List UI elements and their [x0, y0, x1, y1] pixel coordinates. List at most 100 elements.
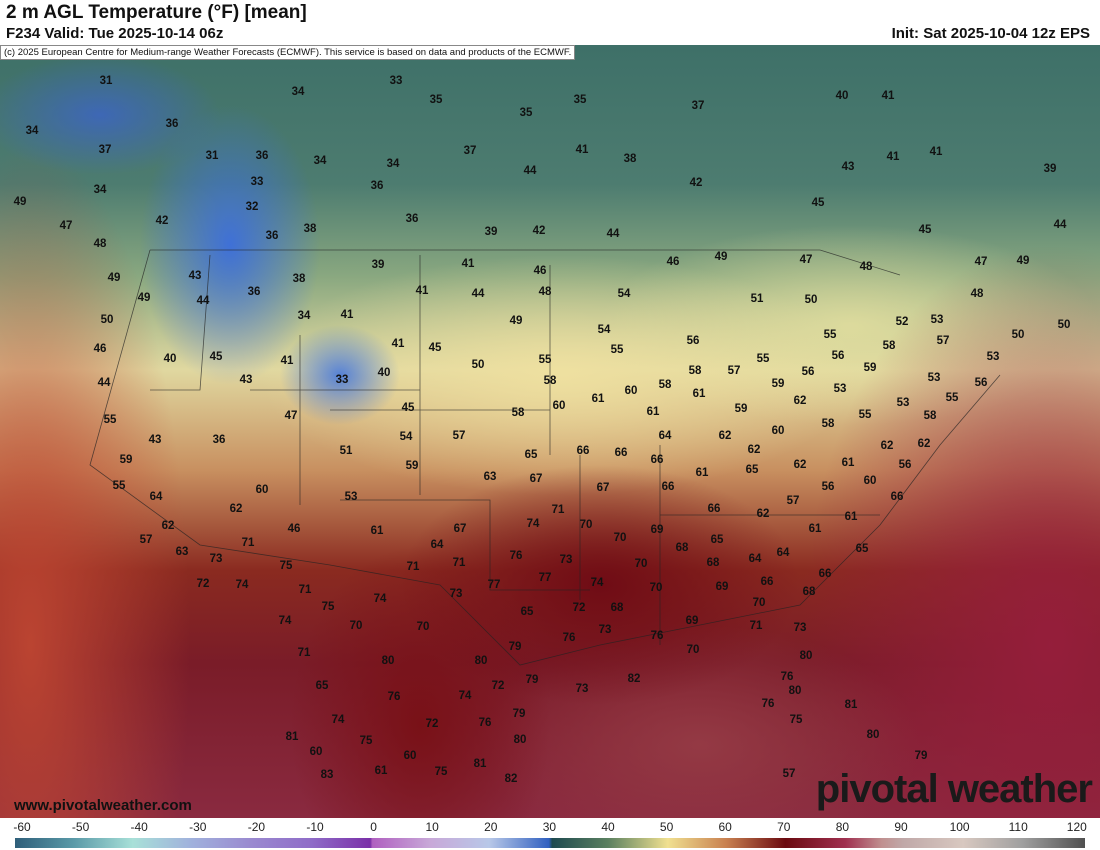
temperature-label: 56 [898, 459, 912, 471]
temperature-label: 58 [658, 379, 672, 391]
temperature-label: 75 [789, 714, 803, 726]
temperature-label: 39 [484, 226, 498, 238]
temperature-label: 56 [801, 366, 815, 378]
colorbar-tick-label: -40 [130, 820, 148, 834]
temperature-label: 49 [137, 292, 151, 304]
temperature-label: 73 [209, 553, 223, 565]
temperature-label: 59 [771, 378, 785, 390]
temperature-label: 54 [597, 324, 611, 336]
temperature-label: 65 [855, 543, 869, 555]
temperature-label: 60 [624, 385, 638, 397]
temperature-label: 80 [513, 734, 527, 746]
temperature-label: 80 [474, 655, 488, 667]
temperature-label: 72 [425, 718, 439, 730]
temperature-label: 41 [280, 355, 294, 367]
temperature-label: 79 [525, 674, 539, 686]
temperature-label: 68 [675, 542, 689, 554]
temperature-label: 61 [692, 388, 706, 400]
temperature-label: 63 [483, 471, 497, 483]
temperature-label: 50 [100, 314, 114, 326]
temperature-label: 79 [914, 750, 928, 762]
temperature-label: 54 [617, 288, 631, 300]
colorbar-tick-label: 40 [601, 820, 615, 834]
temperature-label: 80 [866, 729, 880, 741]
temperature-label: 40 [163, 353, 177, 365]
temperature-label: 41 [929, 146, 943, 158]
temperature-label: 66 [576, 445, 590, 457]
colorbar-tick-label: 120 [1066, 820, 1087, 834]
temperature-label: 67 [529, 473, 543, 485]
temperature-label: 34 [386, 158, 400, 170]
temperature-label: 37 [98, 144, 112, 156]
temperature-label: 70 [579, 519, 593, 531]
temperature-label: 70 [613, 532, 627, 544]
temperature-label: 58 [511, 407, 525, 419]
temperature-label: 59 [405, 460, 419, 472]
temperature-label: 53 [833, 383, 847, 395]
temperature-label: 58 [821, 418, 835, 430]
temperature-label: 72 [196, 578, 210, 590]
temperature-label: 66 [707, 503, 721, 515]
temperature-label: 64 [776, 547, 790, 559]
temperature-label: 70 [649, 582, 663, 594]
temperature-label: 68 [802, 586, 816, 598]
temperature-label: 70 [416, 621, 430, 633]
colorbar-tick-label: -30 [189, 820, 207, 834]
temperature-label: 43 [841, 161, 855, 173]
temperature-label: 61 [370, 525, 384, 537]
temperature-label: 57 [782, 768, 796, 780]
temperature-label: 59 [734, 403, 748, 415]
temperature-label: 66 [614, 447, 628, 459]
temperature-label: 73 [793, 622, 807, 634]
temperature-label: 76 [478, 717, 492, 729]
temperature-label: 44 [471, 288, 485, 300]
colorbar-tick-label: -50 [71, 820, 90, 834]
temperature-label: 66 [661, 481, 675, 493]
temperature-label: 70 [349, 620, 363, 632]
temperature-label: 69 [715, 581, 729, 593]
temperature-label: 47 [974, 256, 988, 268]
temperature-label: 57 [727, 365, 741, 377]
temperature-label: 41 [415, 285, 429, 297]
temperature-label: 64 [430, 539, 444, 551]
temperature-label: 48 [859, 261, 873, 273]
boundary-lines [89, 249, 1001, 666]
temperature-label: 74 [590, 577, 604, 589]
temperature-label: 41 [391, 338, 405, 350]
temperature-label: 55 [103, 414, 117, 426]
temperature-label: 44 [523, 165, 537, 177]
temperature-label: 53 [344, 491, 358, 503]
temperature-label: 68 [706, 557, 720, 569]
temperature-label: 51 [750, 293, 764, 305]
temperature-label: 70 [634, 558, 648, 570]
temperature-label: 31 [99, 75, 113, 87]
temperature-label: 60 [863, 475, 877, 487]
temperature-label: 38 [303, 223, 317, 235]
temperature-label: 71 [749, 620, 763, 632]
temperature-label: 44 [196, 295, 210, 307]
temperature-label: 55 [945, 392, 959, 404]
temperature-label: 71 [297, 647, 311, 659]
temperature-label: 71 [241, 537, 255, 549]
temperature-label: 36 [247, 286, 261, 298]
temperature-label: 74 [278, 615, 292, 627]
temperature-label: 33 [389, 75, 403, 87]
temperature-label: 56 [686, 335, 700, 347]
temperature-label: 39 [1043, 163, 1057, 175]
temperature-label: 74 [458, 690, 472, 702]
temperature-label: 50 [471, 359, 485, 371]
temperature-label: 55 [112, 480, 126, 492]
temperature-label: 36 [255, 150, 269, 162]
temperature-label: 48 [93, 238, 107, 250]
temperature-label: 36 [212, 434, 226, 446]
temperature-label: 58 [882, 340, 896, 352]
temperature-label: 55 [610, 344, 624, 356]
temperature-label: 44 [606, 228, 620, 240]
temperature-label: 56 [831, 350, 845, 362]
temperature-label: 79 [512, 708, 526, 720]
temperature-label: 65 [745, 464, 759, 476]
temperature-label: 66 [818, 568, 832, 580]
pivotal-weather-logo: pivotal weather [815, 767, 1093, 811]
temperature-label: 62 [161, 520, 175, 532]
temperature-label: 65 [520, 606, 534, 618]
